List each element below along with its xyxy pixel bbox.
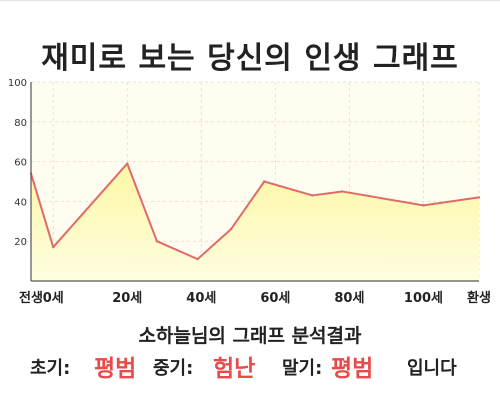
- data-point: [126, 162, 129, 165]
- analysis-result: 초기: 평범 중기: 험난 말기: 평범 입니다: [0, 346, 500, 386]
- mid-label: 중기:: [153, 358, 194, 379]
- x-tick-label: 80세: [334, 291, 364, 306]
- data-point: [229, 228, 233, 231]
- suffix-text: 입니다: [407, 358, 457, 379]
- y-tick-label: 20: [14, 237, 27, 248]
- data-point: [52, 245, 55, 249]
- y-tick-label: 40: [14, 197, 27, 208]
- data-point: [477, 196, 481, 199]
- data-point: [311, 194, 314, 197]
- area-fill: [31, 163, 479, 281]
- y-tick-label: 80: [14, 118, 27, 129]
- x-tick-label: 20세: [112, 291, 142, 306]
- x-tick-label: 100세: [404, 291, 443, 306]
- life-graph-chart: 20 40 60 80 100 전생 0세 20세 40세 60세 80세 100세 환생: [8, 78, 491, 306]
- y-tick-label: 60: [14, 158, 27, 169]
- data-point: [263, 180, 266, 183]
- x-tick-label: 60세: [260, 291, 290, 306]
- x-tick-label: 전생: [19, 290, 43, 306]
- data-point: [196, 257, 199, 261]
- x-tick-label: 40세: [186, 291, 216, 306]
- data-point: [340, 190, 344, 193]
- mid-value: 험난: [213, 356, 256, 382]
- data-point: [155, 240, 159, 243]
- late-label: 말기:: [282, 358, 323, 379]
- analysis-title: 소하늘님의 그래프 분석결과: [138, 325, 362, 347]
- x-tick-label: 0세: [43, 291, 64, 306]
- x-tick-label: 환생: [467, 290, 491, 306]
- early-value: 평범: [94, 356, 137, 382]
- late-value: 평범: [331, 356, 374, 382]
- page-title: 재미로 보는 당신의 인생 그래프: [41, 41, 459, 76]
- y-tick-label: 100: [8, 78, 27, 89]
- data-point: [422, 204, 425, 207]
- early-label: 초기:: [30, 358, 71, 379]
